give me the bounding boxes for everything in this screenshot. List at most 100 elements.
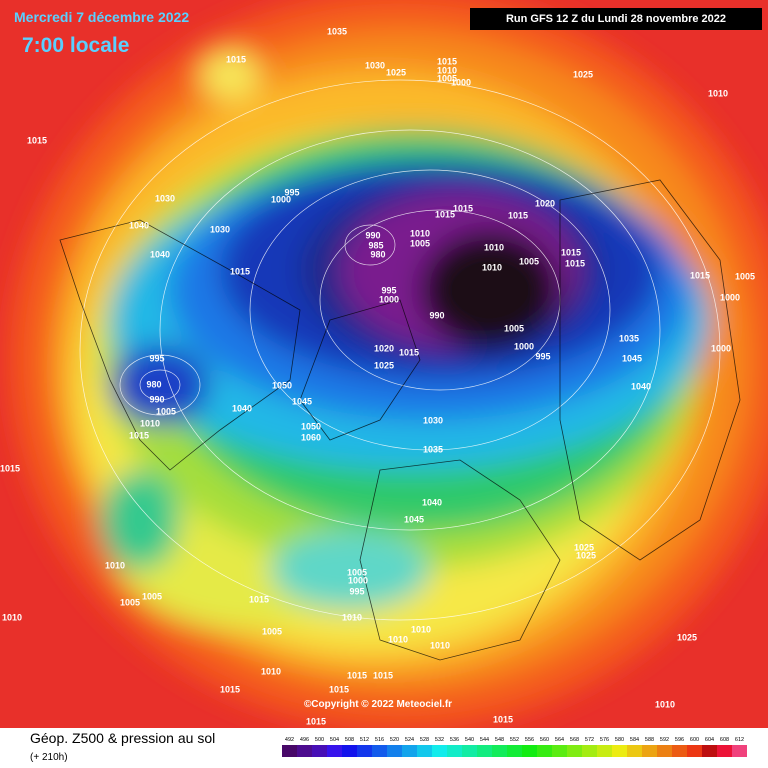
pressure-label: 1000 bbox=[711, 343, 731, 353]
scale-label: 548 bbox=[495, 737, 504, 743]
pressure-label: 1025 bbox=[386, 67, 406, 77]
scale-swatch bbox=[402, 745, 417, 757]
scale-swatch bbox=[507, 745, 522, 757]
scale-label: 508 bbox=[345, 737, 354, 743]
pressure-label: 1010 bbox=[140, 418, 160, 428]
pressure-label: 1010 bbox=[655, 699, 675, 709]
date-title: Mercredi 7 décembre 2022 bbox=[14, 9, 189, 25]
pressure-label: 1005 bbox=[142, 591, 162, 601]
scale-swatch bbox=[567, 745, 582, 757]
pressure-label: 1005 bbox=[156, 406, 176, 416]
pressure-label: 1025 bbox=[574, 542, 594, 552]
scale-label: 556 bbox=[525, 737, 534, 743]
scale-swatch bbox=[357, 745, 372, 757]
pressure-label: 1010 bbox=[482, 262, 502, 272]
scale-label: 512 bbox=[360, 737, 369, 743]
pressure-label: 1015 bbox=[129, 430, 149, 440]
pressure-label: 1015 bbox=[347, 670, 367, 680]
scale-swatch bbox=[432, 745, 447, 757]
scale-swatch bbox=[417, 745, 432, 757]
pressure-label: 1035 bbox=[423, 444, 443, 454]
scale-swatch bbox=[702, 745, 717, 757]
pressure-label: 995 bbox=[381, 285, 396, 295]
pressure-label: 1010 bbox=[411, 624, 431, 634]
scale-label: 608 bbox=[720, 737, 729, 743]
pressure-labels: 1035101510301025101510101005100010251010… bbox=[0, 26, 755, 726]
pressure-label: 1010 bbox=[484, 242, 504, 252]
scale-label: 604 bbox=[705, 737, 714, 743]
scale-swatch bbox=[642, 745, 657, 757]
scale-swatch bbox=[282, 745, 297, 757]
scale-swatch bbox=[462, 745, 477, 757]
scale-label: 612 bbox=[735, 737, 744, 743]
scale-swatch bbox=[477, 745, 492, 757]
pressure-label: 990 bbox=[149, 394, 164, 404]
scale-swatch bbox=[342, 745, 357, 757]
scale-label: 544 bbox=[480, 737, 489, 743]
pressure-label: 1005 bbox=[504, 323, 524, 333]
pressure-label: 1005 bbox=[120, 597, 140, 607]
scale-label: 496 bbox=[300, 737, 309, 743]
scale-label: 552 bbox=[510, 737, 519, 743]
pressure-label: 1020 bbox=[535, 198, 555, 208]
pressure-label: 1040 bbox=[232, 403, 252, 413]
scale-swatch bbox=[657, 745, 672, 757]
scale-label: 532 bbox=[435, 737, 444, 743]
footer-lead: (+ 210h) bbox=[30, 752, 68, 763]
scale-swatch bbox=[672, 745, 687, 757]
scale-swatch bbox=[582, 745, 597, 757]
pressure-label: 1005 bbox=[410, 238, 430, 248]
pressure-label: 1015 bbox=[561, 247, 581, 257]
pressure-label: 980 bbox=[146, 379, 161, 389]
scale-label: 596 bbox=[675, 737, 684, 743]
pressure-label: 1015 bbox=[27, 135, 47, 145]
pressure-label: 1000 bbox=[271, 194, 291, 204]
footer-title: Géop. Z500 & pression au sol bbox=[30, 730, 215, 746]
pressure-label: 1005 bbox=[519, 256, 539, 266]
pressure-label: 995 bbox=[535, 351, 550, 361]
scale-swatch bbox=[717, 745, 732, 757]
pressure-label: 1015 bbox=[437, 56, 457, 66]
scale-swatch bbox=[327, 745, 342, 757]
pressure-label: 1040 bbox=[129, 220, 149, 230]
scale-label: 576 bbox=[600, 737, 609, 743]
pressure-label: 1010 bbox=[388, 634, 408, 644]
pressure-label: 1000 bbox=[348, 575, 368, 585]
pressure-label: 1025 bbox=[374, 360, 394, 370]
pressure-label: 1010 bbox=[410, 228, 430, 238]
scale-label: 564 bbox=[555, 737, 564, 743]
scale-label: 520 bbox=[390, 737, 399, 743]
pressure-label: 1005 bbox=[735, 271, 755, 281]
pressure-label: 1010 bbox=[342, 612, 362, 622]
pressure-label: 1020 bbox=[374, 343, 394, 353]
pressure-label: 1005 bbox=[262, 626, 282, 636]
pressure-label: 1015 bbox=[249, 594, 269, 604]
pressure-label: 1035 bbox=[327, 26, 347, 36]
pressure-label: 1045 bbox=[622, 353, 642, 363]
pressure-label: 1015 bbox=[435, 209, 455, 219]
pressure-label: 1015 bbox=[508, 210, 528, 220]
pressure-label: 1030 bbox=[210, 224, 230, 234]
scale-swatch bbox=[612, 745, 627, 757]
pressure-label: 1000 bbox=[451, 77, 471, 87]
scale-swatch bbox=[627, 745, 642, 757]
pressure-label: 995 bbox=[284, 187, 299, 197]
pressure-label: 1010 bbox=[2, 612, 22, 622]
color-scale: 492 496 500 504 508 512 516 520 524 528 532 536 540 5… bbox=[282, 737, 747, 757]
pressure-label: 990 bbox=[429, 310, 444, 320]
pressure-label: 1030 bbox=[155, 193, 175, 203]
scale-label: 600 bbox=[690, 737, 699, 743]
scale-label: 580 bbox=[615, 737, 624, 743]
pressure-label: 1010 bbox=[708, 88, 728, 98]
map-field bbox=[0, 0, 768, 730]
scale-swatch bbox=[492, 745, 507, 757]
pressure-label: 980 bbox=[370, 249, 385, 259]
scale-label: 528 bbox=[420, 737, 429, 743]
pressure-label: 1025 bbox=[573, 69, 593, 79]
pressure-label: 1015 bbox=[453, 203, 473, 213]
scale-swatch bbox=[312, 745, 327, 757]
scale-label: 516 bbox=[375, 737, 384, 743]
pressure-label: 1000 bbox=[379, 294, 399, 304]
pressure-label: 995 bbox=[149, 353, 164, 363]
